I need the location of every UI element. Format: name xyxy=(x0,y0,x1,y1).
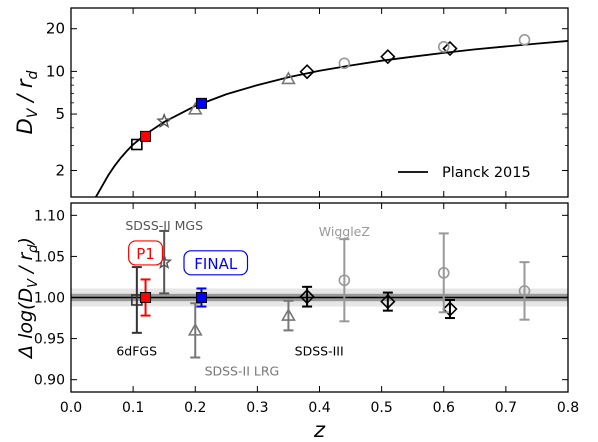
bottom-marker-sdss-iii xyxy=(299,289,315,305)
label-sdss-iii: SDSS-III xyxy=(295,344,344,359)
top-marker-final xyxy=(195,97,207,109)
bottom-plot-frame xyxy=(70,202,569,393)
x-tick-label: 0.4 xyxy=(308,400,330,416)
x-tick-label: 0.8 xyxy=(557,400,579,416)
top-marker-p1 xyxy=(140,130,152,142)
x-axis-label: z xyxy=(313,418,326,442)
top-y-tick-label: 5 xyxy=(55,105,65,123)
top-y-tick-label: 20 xyxy=(46,20,65,38)
x-tick-label: 0.0 xyxy=(60,400,82,416)
top-marker-sdss-ii-lrg xyxy=(281,71,296,85)
top-marker-wigglez xyxy=(437,41,450,53)
bottom-marker-sdss-ii-lrg xyxy=(281,307,296,321)
bottom-marker-wigglez xyxy=(338,274,351,287)
top-plot-background xyxy=(71,8,568,197)
top-marker-sdss-iii xyxy=(299,64,315,80)
bottom-marker-sdss-iii xyxy=(380,293,396,310)
bottom-marker-p1 xyxy=(140,292,152,303)
bottom-y-tick-label: 1.05 xyxy=(34,249,65,265)
top-marker-sdss-iii xyxy=(380,49,396,65)
label-p1: P1 xyxy=(136,245,155,263)
top-marker-6dfgs xyxy=(131,138,143,151)
planck-2015-model-curve xyxy=(95,40,569,198)
top-y-tick-label: 2 xyxy=(55,161,65,179)
bottom-y-tick-label: 1.10 xyxy=(34,208,65,224)
label-box-final xyxy=(183,250,249,276)
x-tick-label: 0.2 xyxy=(184,400,206,416)
top-marker-sdss-ii-mgs xyxy=(156,112,173,129)
bottom-marker-wigglez xyxy=(437,267,450,279)
x-tick-label: 0.6 xyxy=(433,400,455,416)
label-wigglez: WiggleZ xyxy=(319,224,370,239)
top-marker-wigglez xyxy=(518,34,531,46)
top-marker-wigglez xyxy=(338,57,351,70)
top-y-tick-label: 10 xyxy=(46,62,65,80)
bottom-marker-final xyxy=(195,292,207,303)
bottom-y-tick-label: 0.95 xyxy=(34,332,65,348)
top-plot-frame xyxy=(70,7,569,198)
label-final: FINAL xyxy=(194,255,238,273)
label-sdss-ii-lrg: SDSS-II LRG xyxy=(205,363,280,378)
top-panel-distance-plot: 2 5 10 20 Planck 2015 DV / rd xyxy=(13,7,569,198)
bottom-marker-sdss-iii xyxy=(442,301,458,317)
bottom-y-tick-label: 0.90 xyxy=(34,373,65,389)
label-6dfgs: 6dFGS xyxy=(116,344,157,359)
top-y-axis-label: DV / rd xyxy=(13,71,41,135)
bottom-marker-sdss-ii-lrg xyxy=(187,322,203,336)
bottom-y-axis-label: Δ log(DV / rd) xyxy=(15,237,41,360)
x-tick-label: 0.1 xyxy=(122,400,144,416)
top-marker-sdss-iii xyxy=(442,40,458,57)
label-sdss-ii-mgs: SDSS-II MGS xyxy=(125,218,203,233)
x-tick-label: 0.5 xyxy=(370,400,392,416)
legend-label-planck-2015: Planck 2015 xyxy=(442,165,531,181)
label-box-p1 xyxy=(128,240,164,266)
bottom-marker-wigglez xyxy=(518,285,531,297)
bottom-y-tick-label: 1.00 xyxy=(34,291,65,307)
bottom-panel-residual-plot: 0.90 0.95 1.00 1.05 1.10 0.0 0.1 0.2 0.3 0.4 0.5 0.… xyxy=(15,202,579,442)
x-tick-label: 0.7 xyxy=(495,400,517,416)
x-tick-label: 0.3 xyxy=(246,400,268,416)
